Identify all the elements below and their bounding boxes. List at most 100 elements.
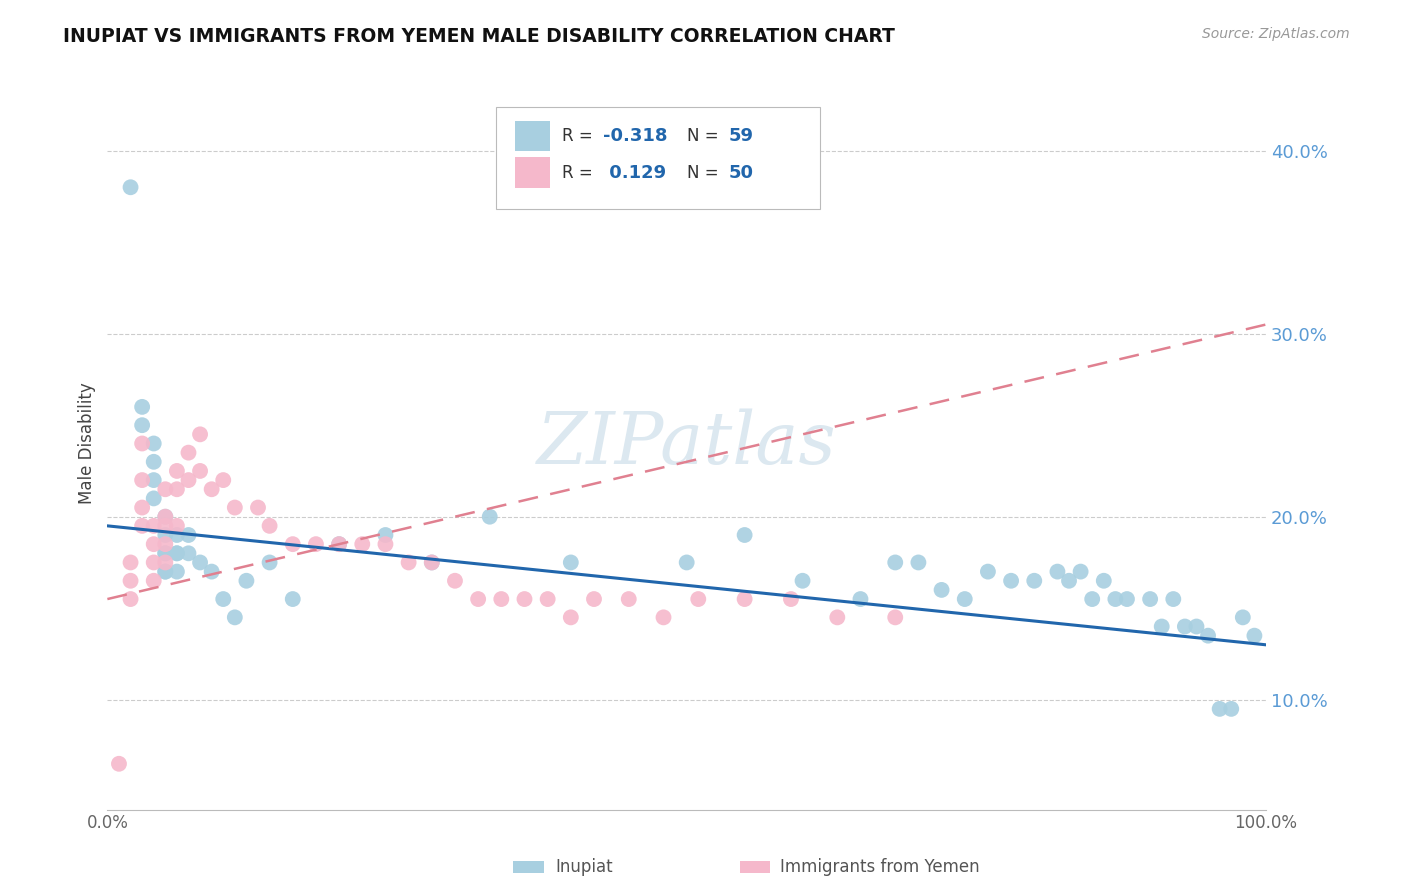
Point [155,565,177,579]
Point [120,556,142,570]
Point [1081,592,1104,607]
Point [1150,619,1173,633]
Point [224,500,246,515]
Text: N =: N = [686,163,724,182]
Point [201,482,224,496]
Point [177,528,200,542]
Point [177,473,200,487]
Point [120,574,142,588]
Point [1220,702,1243,716]
Point [142,574,165,588]
Point [155,509,177,524]
Point [166,528,188,542]
Point [478,509,501,524]
Point [1116,592,1139,607]
Point [281,592,304,607]
Point [142,537,165,551]
Point [734,592,756,607]
Point [155,482,177,496]
Point [155,519,177,533]
Point [1232,610,1254,624]
Point [235,574,257,588]
Point [352,537,374,551]
Point [166,519,188,533]
Point [212,473,235,487]
Point [734,528,756,542]
Text: R =: R = [561,163,598,182]
Point [884,556,907,570]
Point [155,565,177,579]
Text: INUPIAT VS IMMIGRANTS FROM YEMEN MALE DISABILITY CORRELATION CHART: INUPIAT VS IMMIGRANTS FROM YEMEN MALE DI… [63,27,896,45]
Point [1057,574,1080,588]
Point [1000,574,1022,588]
Point [259,556,281,570]
Point [513,592,536,607]
Point [201,565,224,579]
Point [108,756,131,771]
Text: N =: N = [686,127,724,145]
Point [328,537,350,551]
Point [177,445,200,459]
Point [652,610,675,624]
Point [166,464,188,478]
Point [224,610,246,624]
Point [246,500,269,515]
FancyBboxPatch shape [495,107,820,210]
Point [142,556,165,570]
Text: Inupiat: Inupiat [555,858,613,876]
Point [188,464,211,478]
Point [155,509,177,524]
Point [188,427,211,442]
Point [281,537,304,551]
Point [420,556,443,570]
Point [827,610,849,624]
Text: Source: ZipAtlas.com: Source: ZipAtlas.com [1202,27,1350,41]
Point [537,592,560,607]
Point [188,556,211,570]
Point [953,592,976,607]
Point [977,565,1000,579]
Point [1139,592,1161,607]
Point [780,592,803,607]
Point [166,546,188,560]
Point [931,582,953,597]
Point [420,556,443,570]
Point [1024,574,1046,588]
Y-axis label: Male Disability: Male Disability [79,383,96,504]
Point [131,500,153,515]
Point [155,556,177,570]
Point [560,556,582,570]
Point [166,565,188,579]
Point [131,519,153,533]
Point [1197,629,1219,643]
Point [1104,592,1126,607]
Point [155,546,177,560]
FancyBboxPatch shape [515,120,550,152]
Point [560,610,582,624]
Point [1070,565,1092,579]
Point [155,546,177,560]
Point [259,519,281,533]
Point [142,436,165,450]
Point [166,546,188,560]
Point [155,528,177,542]
Point [1185,619,1208,633]
Point [131,418,153,433]
Point [155,537,177,551]
Point [1161,592,1184,607]
Point [374,528,396,542]
Point [467,592,489,607]
Point [212,592,235,607]
Text: 0.129: 0.129 [603,163,666,182]
Point [1046,565,1069,579]
Point [582,592,605,607]
Point [166,482,188,496]
Point [328,537,350,551]
Point [374,537,396,551]
Text: 50: 50 [728,163,754,182]
Point [792,574,814,588]
Point [849,592,872,607]
Point [142,455,165,469]
Point [491,592,513,607]
Point [907,556,929,570]
